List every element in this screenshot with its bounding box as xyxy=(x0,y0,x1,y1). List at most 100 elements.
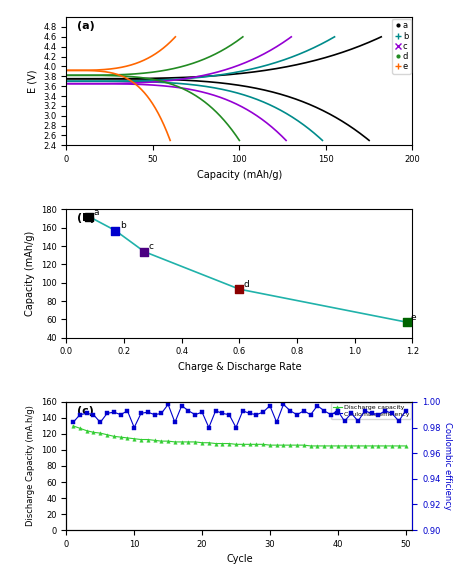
Coulombic efficiency xyxy=(383,408,388,414)
Legend: Discharge capacity, Coulombic efficiency: Discharge capacity, Coulombic efficiency xyxy=(331,403,411,418)
Coulombic efficiency xyxy=(369,410,374,417)
Coulombic efficiency xyxy=(219,410,225,417)
Discharge capacity xyxy=(84,428,90,434)
Coulombic efficiency xyxy=(355,418,361,425)
Point xyxy=(236,284,243,294)
Line: Coulombic efficiency: Coulombic efficiency xyxy=(72,402,407,429)
Discharge capacity xyxy=(396,442,401,449)
Point xyxy=(111,226,119,235)
Coulombic efficiency xyxy=(206,424,212,431)
Discharge capacity xyxy=(111,433,117,439)
Text: e: e xyxy=(411,313,417,322)
Coulombic efficiency xyxy=(321,408,327,414)
Coulombic efficiency xyxy=(233,424,239,431)
X-axis label: Capacity (mAh/g): Capacity (mAh/g) xyxy=(197,170,282,180)
X-axis label: Cycle: Cycle xyxy=(226,555,253,564)
Discharge capacity xyxy=(98,430,103,437)
Y-axis label: E (V): E (V) xyxy=(27,70,38,93)
X-axis label: Charge & Discharge Rate: Charge & Discharge Rate xyxy=(178,362,301,372)
Discharge capacity xyxy=(260,441,266,448)
Coulombic efficiency xyxy=(274,419,280,426)
Coulombic efficiency xyxy=(260,409,266,416)
Coulombic efficiency xyxy=(104,410,110,417)
Discharge capacity xyxy=(403,442,409,449)
Coulombic efficiency xyxy=(91,412,96,418)
Discharge capacity xyxy=(240,441,246,448)
Coulombic efficiency xyxy=(138,410,144,417)
Discharge capacity xyxy=(369,442,374,449)
Coulombic efficiency xyxy=(98,419,103,426)
Coulombic efficiency xyxy=(199,409,205,416)
Discharge capacity xyxy=(308,442,313,449)
Coulombic efficiency xyxy=(281,401,286,408)
Text: a: a xyxy=(94,207,99,217)
Coulombic efficiency xyxy=(342,418,347,425)
Coulombic efficiency xyxy=(348,410,354,417)
Coulombic efficiency xyxy=(287,408,293,414)
Discharge capacity xyxy=(335,442,341,449)
Coulombic efficiency xyxy=(165,401,171,408)
Coulombic efficiency xyxy=(294,412,300,418)
Coulombic efficiency xyxy=(267,402,273,409)
Coulombic efficiency xyxy=(179,402,184,409)
Discharge capacity xyxy=(281,442,286,449)
Coulombic efficiency xyxy=(131,424,137,431)
Coulombic efficiency xyxy=(213,408,219,414)
Discharge capacity xyxy=(192,438,198,445)
Coulombic efficiency xyxy=(362,408,368,414)
Coulombic efficiency xyxy=(301,408,307,414)
Text: (a): (a) xyxy=(77,21,94,31)
Point xyxy=(86,212,93,221)
Discharge capacity xyxy=(254,441,259,448)
Discharge capacity xyxy=(179,438,184,445)
Coulombic efficiency xyxy=(158,410,164,417)
Discharge capacity xyxy=(145,436,151,443)
Legend: a, b, c, d, e: a, b, c, d, e xyxy=(392,19,410,74)
Discharge capacity xyxy=(321,442,327,449)
Text: (c): (c) xyxy=(77,406,94,416)
Coulombic efficiency xyxy=(308,412,313,418)
Discharge capacity xyxy=(131,435,137,442)
Discharge capacity xyxy=(138,436,144,443)
Discharge capacity xyxy=(227,440,232,447)
Discharge capacity xyxy=(199,439,205,446)
Coulombic efficiency xyxy=(240,408,246,414)
Coulombic efficiency xyxy=(328,412,334,418)
Discharge capacity xyxy=(213,440,219,447)
Discharge capacity xyxy=(206,439,212,446)
Coulombic efficiency xyxy=(172,419,178,426)
Text: (b): (b) xyxy=(77,213,95,223)
Coulombic efficiency xyxy=(77,412,83,418)
Coulombic efficiency xyxy=(118,412,124,418)
Coulombic efficiency xyxy=(315,402,320,409)
Discharge capacity xyxy=(274,442,280,449)
Discharge capacity xyxy=(383,442,388,449)
Discharge capacity xyxy=(348,442,354,449)
Y-axis label: Capacity (mAh/g): Capacity (mAh/g) xyxy=(25,231,35,316)
Discharge capacity xyxy=(118,434,124,441)
Coulombic efficiency xyxy=(335,408,341,414)
Coulombic efficiency xyxy=(246,410,252,417)
Coulombic efficiency xyxy=(192,412,198,418)
Coulombic efficiency xyxy=(186,408,191,414)
Y-axis label: Coulombic efficiency: Coulombic efficiency xyxy=(443,422,452,510)
Discharge capacity xyxy=(70,422,76,429)
Discharge capacity xyxy=(125,434,130,441)
Discharge capacity xyxy=(294,442,300,449)
Point xyxy=(403,317,410,327)
Discharge capacity xyxy=(172,438,178,445)
Discharge capacity xyxy=(219,440,225,447)
Discharge capacity xyxy=(186,438,191,445)
Coulombic efficiency xyxy=(375,412,381,418)
Coulombic efficiency xyxy=(84,410,90,417)
Discharge capacity xyxy=(287,442,293,449)
Discharge capacity xyxy=(152,437,157,444)
Coulombic efficiency xyxy=(125,408,130,414)
Discharge capacity xyxy=(375,442,381,449)
Y-axis label: Discharge Capacity (mA.h/g): Discharge Capacity (mA.h/g) xyxy=(26,405,35,527)
Discharge capacity xyxy=(301,442,307,449)
Point xyxy=(140,247,148,256)
Discharge capacity xyxy=(267,442,273,449)
Discharge capacity xyxy=(233,441,239,448)
Discharge capacity xyxy=(328,442,334,449)
